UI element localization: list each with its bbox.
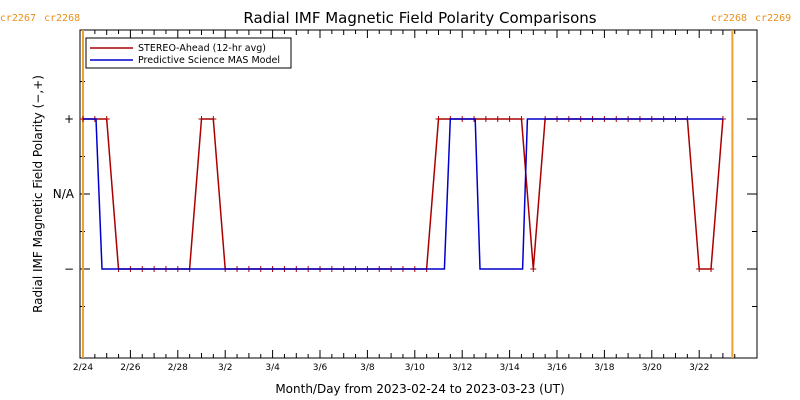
series-point <box>482 116 489 122</box>
x-tick-label: 3/8 <box>360 363 375 373</box>
x-tick-label: 3/4 <box>265 363 280 373</box>
x-tick-label: 3/6 <box>313 363 328 373</box>
cr-label-right: cr2269 <box>755 13 791 24</box>
x-tick-label: 2/26 <box>120 363 140 373</box>
series-point <box>210 116 217 122</box>
cr-label-left: cr2267 <box>0 13 36 24</box>
x-tick-label: 2/28 <box>168 363 188 373</box>
x-tick-label: 3/16 <box>547 363 567 373</box>
series-point <box>506 116 513 122</box>
data-series <box>80 116 726 272</box>
x-tick-label: 3/18 <box>594 363 614 373</box>
cr-label-right: cr2268 <box>44 13 80 24</box>
x-tick-label: 3/22 <box>689 363 709 373</box>
x-tick-label: 3/14 <box>499 363 519 373</box>
y-axis-ticks: + N/A − <box>53 81 757 307</box>
series-point <box>696 266 703 272</box>
y-tick-label: − <box>64 262 74 276</box>
carrington-markers <box>82 30 734 358</box>
series-point <box>518 116 525 122</box>
cr-label-left: cr2268 <box>711 13 747 24</box>
x-tick-label: 3/10 <box>405 363 425 373</box>
series-line-0 <box>83 118 724 270</box>
legend-label: STEREO-Ahead (12-hr avg) <box>138 43 266 54</box>
carrington-rotation-labels: cr2267 cr2268 cr2268 cr2269 <box>0 13 791 24</box>
x-tick-label: 3/12 <box>452 363 472 373</box>
legend-box <box>85 37 292 69</box>
plot-frame <box>79 29 758 359</box>
chart-title: Radial IMF Magnetic Field Polarity Compa… <box>243 9 596 27</box>
y-axis-label: Radial IMF Magnetic Field Polarity (−,+) <box>31 75 45 313</box>
x-tick-label: 3/20 <box>642 363 662 373</box>
series-point <box>198 116 205 122</box>
x-axis-label: Month/Day from 2023-02-24 to 2023-03-23 … <box>275 382 564 396</box>
series-point <box>494 116 501 122</box>
series-line-1 <box>83 118 723 270</box>
x-tick-label: 3/2 <box>218 363 232 373</box>
series-point <box>708 266 715 272</box>
series-point <box>530 266 537 272</box>
series-point <box>435 116 442 122</box>
legend-label: Predictive Science MAS Model <box>138 55 280 66</box>
y-tick-label: + <box>64 112 74 126</box>
x-tick-label: 2/24 <box>73 363 93 373</box>
series-point <box>103 116 110 122</box>
y-tick-label: N/A <box>53 187 75 201</box>
x-axis-ticks: 2/24 2/26 2/28 3/2 3/4 3/6 3/8 3/10 3/12 3/14 3/16… <box>73 30 736 373</box>
legend: STEREO-Ahead (12-hr avg)Predictive Scien… <box>85 37 292 69</box>
